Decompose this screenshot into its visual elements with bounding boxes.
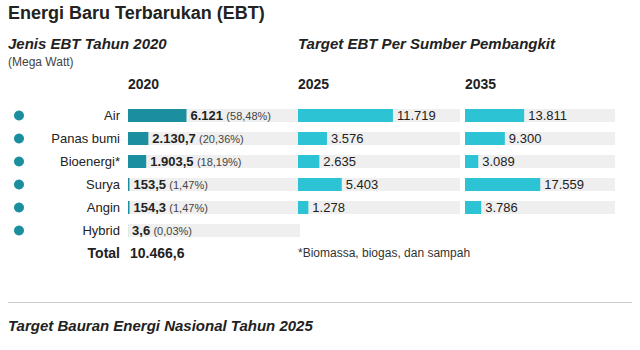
svg-text:*Biomassa, biogas, dan sampah: *Biomassa, biogas, dan sampah (298, 246, 470, 260)
svg-text:2025: 2025 (298, 76, 329, 92)
svg-text:(58,48%): (58,48%) (226, 110, 271, 122)
svg-text:2.130,7: 2.130,7 (152, 131, 195, 146)
svg-text:3.089: 3.089 (482, 154, 515, 169)
svg-text:2020: 2020 (128, 76, 159, 92)
svg-text:1.903,5: 1.903,5 (150, 154, 193, 169)
svg-text:3.576: 3.576 (331, 131, 364, 146)
svg-text:Target Bauran Energi Nasional: Target Bauran Energi Nasional Tahun 2025 (8, 317, 313, 334)
svg-text:154,3: 154,3 (133, 200, 166, 215)
svg-text:153,5: 153,5 (133, 177, 166, 192)
svg-text:Hybrid: Hybrid (82, 223, 120, 238)
svg-text:6.121: 6.121 (190, 108, 223, 123)
svg-text:Jenis EBT Tahun 2020: Jenis EBT Tahun 2020 (8, 35, 167, 52)
svg-text:1.278: 1.278 (312, 200, 345, 215)
svg-text:2.635: 2.635 (323, 154, 356, 169)
svg-text:3.786: 3.786 (485, 200, 518, 215)
svg-text:(1,47%): (1,47%) (169, 202, 208, 214)
svg-text:Air: Air (104, 108, 121, 123)
svg-text:13.811: 13.811 (528, 108, 567, 123)
svg-text:10.466,6: 10.466,6 (130, 245, 185, 261)
svg-text:Panas bumi: Panas bumi (51, 131, 120, 146)
svg-text:17.559: 17.559 (544, 177, 584, 192)
svg-text:5.403: 5.403 (346, 177, 379, 192)
svg-text:Target EBT Per Sumber Pembangk: Target EBT Per Sumber Pembangkit (298, 35, 556, 52)
svg-text:11.719: 11.719 (397, 108, 436, 123)
svg-text:2035: 2035 (465, 76, 496, 92)
svg-text:Surya: Surya (86, 177, 121, 192)
svg-text:(Mega Watt): (Mega Watt) (8, 55, 74, 69)
svg-text:(18,19%): (18,19%) (197, 156, 242, 168)
svg-text:3,6: 3,6 (132, 223, 150, 238)
svg-text:Bioenergi*: Bioenergi* (60, 154, 120, 169)
svg-text:9.300: 9.300 (509, 131, 542, 146)
svg-text:Energi Baru Terbarukan (EBT): Energi Baru Terbarukan (EBT) (8, 3, 265, 23)
svg-text:(0,03%): (0,03%) (153, 225, 192, 237)
svg-text:Total: Total (88, 245, 120, 261)
svg-text:Angin: Angin (87, 200, 120, 215)
svg-text:(20,36%): (20,36%) (199, 133, 244, 145)
svg-text:(1,47%): (1,47%) (169, 179, 208, 191)
